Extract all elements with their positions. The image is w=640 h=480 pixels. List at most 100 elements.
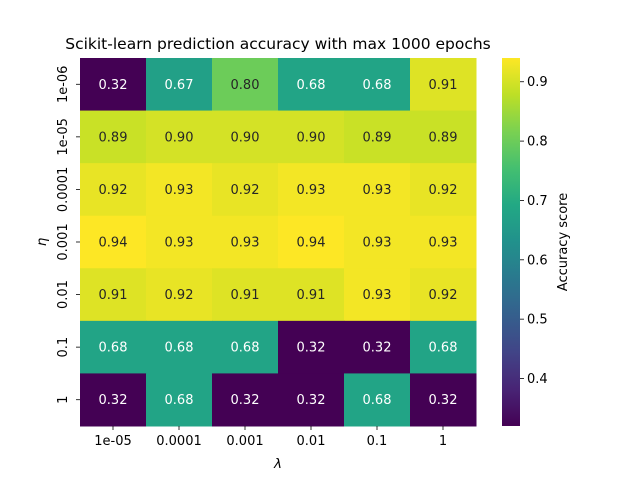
heatmap-cell: [344, 215, 411, 269]
colorbar-tick-label: 0.7: [527, 194, 548, 209]
colorbar-gradient: [502, 58, 520, 426]
cell-value-label: 0.90: [231, 130, 260, 145]
cell-value-label: 0.89: [363, 130, 392, 145]
colorbar: 0.4 0.5 0.6 0.7 0.8 0.9 Accuracy score: [502, 58, 571, 426]
heatmap-cell: [410, 215, 477, 269]
heatmap-cell: [278, 58, 345, 112]
heatmap-cell: [344, 268, 411, 322]
cell-value-label: 0.90: [165, 130, 194, 145]
x-axis-label: λ: [273, 456, 282, 472]
cell-value-label: 0.32: [231, 393, 260, 408]
cell-value-label: 0.91: [231, 288, 260, 303]
heatmap-cell: [344, 58, 411, 112]
heatmap-cell: [146, 268, 213, 322]
cell-value-label: 0.68: [165, 341, 194, 356]
cell-value-label: 0.93: [165, 183, 194, 198]
cell-value-label: 0.68: [363, 78, 392, 93]
colorbar-tick-label: 0.9: [527, 75, 548, 90]
heatmap-cell: [212, 373, 279, 427]
y-tick-label: 1: [56, 396, 71, 404]
heatmap-cell: [212, 110, 279, 164]
cell-value-label: 0.68: [429, 341, 458, 356]
cell-value-label: 0.32: [429, 393, 458, 408]
cell-value-label: 0.92: [231, 183, 260, 198]
cell-value-label: 0.32: [297, 393, 326, 408]
x-tick-label: 1: [439, 434, 447, 449]
cell-value-label: 0.68: [165, 393, 194, 408]
heatmap-cell: [146, 58, 213, 112]
colorbar-tick-label: 0.4: [527, 372, 548, 387]
cell-value-label: 0.93: [165, 235, 194, 250]
heatmap-cell: [410, 58, 477, 112]
cell-value-label: 0.32: [363, 341, 392, 356]
heatmap-cell: [80, 373, 147, 427]
heatmap-cell: [146, 373, 213, 427]
colorbar-tick-label: 0.6: [527, 253, 548, 268]
heatmap-cell: [344, 373, 411, 427]
heatmap-cell: [410, 163, 477, 217]
heatmap-cell: [80, 268, 147, 322]
cell-value-label: 0.90: [297, 130, 326, 145]
cell-value-label: 0.91: [99, 288, 128, 303]
heatmap-cell: [278, 110, 345, 164]
heatmap-cell: [80, 58, 147, 112]
cell-value-label: 0.94: [99, 235, 128, 250]
cell-value-label: 0.32: [99, 78, 128, 93]
cell-value-label: 0.32: [297, 341, 326, 356]
heatmap-cell: [344, 320, 411, 374]
heatmap-cell-labels: 0.32 0.67 0.80 0.68 0.68 0.91 0.89 0.90 0.90 0.90…: [99, 78, 458, 408]
heatmap-cell: [80, 110, 147, 164]
y-axis-label: η: [34, 237, 50, 246]
cell-value-label: 0.92: [165, 288, 194, 303]
cell-value-label: 0.89: [99, 130, 128, 145]
heatmap-cell: [410, 373, 477, 427]
x-axis-ticks: 1e-05 0.0001 0.001 0.01 0.1 1: [94, 425, 447, 449]
y-tick-label: 0.1: [56, 337, 71, 358]
cell-value-label: 0.32: [99, 393, 128, 408]
cell-value-label: 0.93: [231, 235, 260, 250]
cell-value-label: 0.92: [99, 183, 128, 198]
heatmap-cell: [80, 215, 147, 269]
heatmap-cell: [278, 320, 345, 374]
cell-value-label: 0.68: [297, 78, 326, 93]
cell-value-label: 0.80: [231, 78, 260, 93]
cell-value-label: 0.91: [297, 288, 326, 303]
y-tick-label: 1e-06: [56, 66, 71, 104]
x-tick-label: 0.1: [367, 434, 388, 449]
y-tick-label: 0.01: [56, 280, 71, 309]
cell-value-label: 0.89: [429, 130, 458, 145]
cell-value-label: 0.92: [429, 183, 458, 198]
y-tick-label: 0.0001: [56, 167, 71, 213]
heatmap-cell: [410, 320, 477, 374]
heatmap-cell: [146, 320, 213, 374]
heatmap-cell: [278, 373, 345, 427]
colorbar-tick-label: 0.8: [527, 135, 548, 150]
heatmap-cell: [146, 163, 213, 217]
y-axis-ticks: 1e-06 1e-05 0.0001 0.001 0.01 0.1 1: [56, 66, 80, 404]
colorbar-tick-label: 0.5: [527, 313, 548, 328]
heatmap-cells: [80, 58, 477, 427]
colorbar-label: Accuracy score: [556, 193, 571, 291]
heatmap-cell: [212, 215, 279, 269]
cell-value-label: 0.93: [363, 288, 392, 303]
heatmap-cell: [212, 320, 279, 374]
heatmap-cell: [410, 110, 477, 164]
heatmap-cell: [344, 163, 411, 217]
cell-value-label: 0.93: [429, 235, 458, 250]
y-tick-label: 0.001: [56, 223, 71, 260]
heatmap-cell: [212, 163, 279, 217]
cell-value-label: 0.67: [165, 78, 194, 93]
heatmap-cell: [212, 268, 279, 322]
heatmap-cell: [212, 58, 279, 112]
cell-value-label: 0.68: [231, 341, 260, 356]
cell-value-label: 0.93: [297, 183, 326, 198]
heatmap-cell: [344, 110, 411, 164]
heatmap-cell: [278, 215, 345, 269]
heatmap-cell: [146, 215, 213, 269]
heatmap-cell: [80, 163, 147, 217]
cell-value-label: 0.93: [363, 235, 392, 250]
cell-value-label: 0.68: [99, 341, 128, 356]
heatmap-cell: [278, 268, 345, 322]
heatmap-cell: [80, 320, 147, 374]
